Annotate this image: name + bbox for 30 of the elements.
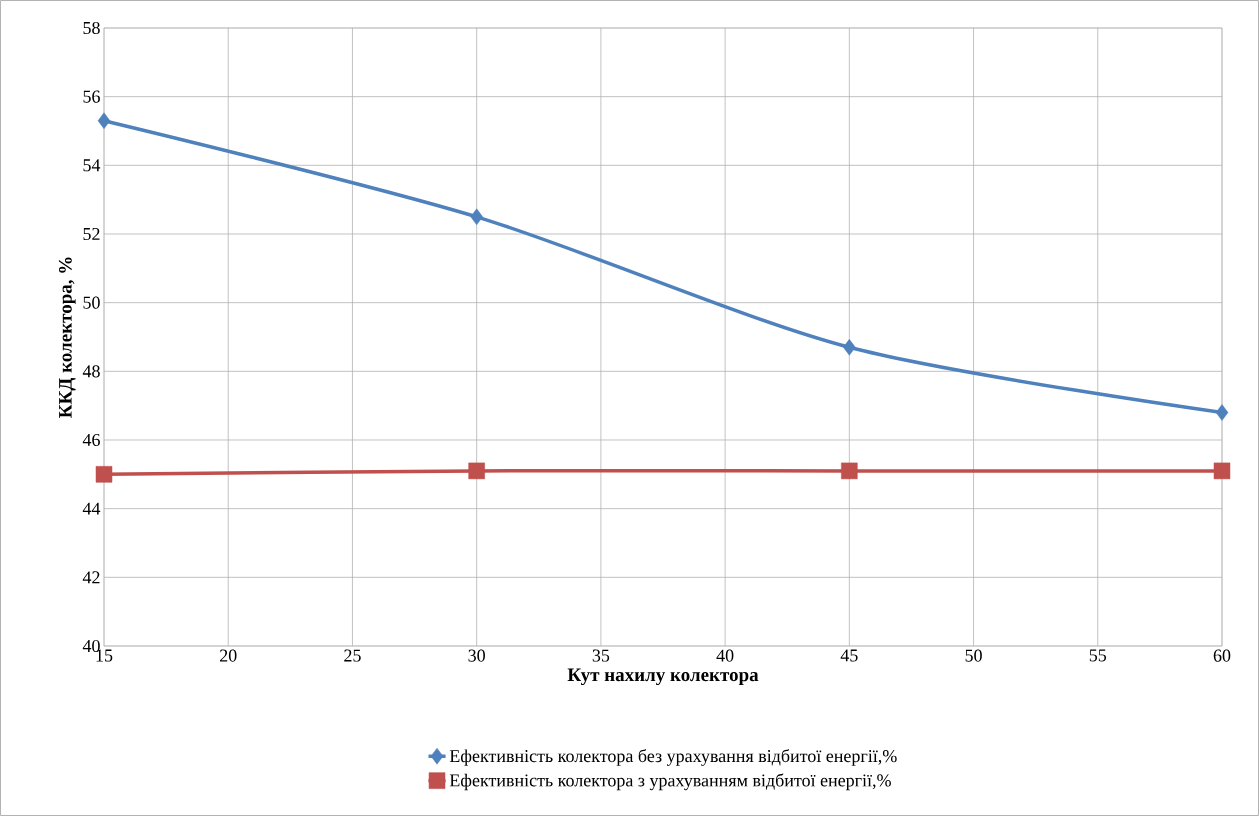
y-tick-label: 56 <box>83 90 100 103</box>
point <box>843 339 856 356</box>
x-tick-label: 35 <box>592 649 610 662</box>
point <box>1215 404 1229 421</box>
x-tick-label: 40 <box>716 649 734 662</box>
point <box>1213 462 1231 480</box>
y-tick-label: 44 <box>82 502 101 515</box>
y-tick-label: 50 <box>83 296 100 309</box>
x-axis-title: Кут нахилу колектора <box>567 668 759 686</box>
y-axis-title: ККД колектора, % <box>58 257 76 418</box>
y-tick-label: 52 <box>83 227 100 241</box>
legend-label: Ефективність колектора з урахуванням відбитої енергії,% <box>449 773 891 791</box>
y-tick-label: 46 <box>82 433 100 447</box>
point <box>468 462 485 480</box>
x-tick-label: 25 <box>344 649 361 662</box>
x-tick-label: 45 <box>840 649 858 662</box>
point <box>470 208 483 226</box>
y-tick-label: 48 <box>82 365 100 378</box>
point <box>97 112 111 129</box>
point <box>841 462 858 480</box>
x-tick-label: 55 <box>1089 649 1107 662</box>
x-tick-label: 50 <box>965 649 982 662</box>
x-tick-label: 60 <box>1213 649 1231 662</box>
y-tick-label: 54 <box>83 159 101 172</box>
point <box>95 466 113 483</box>
y-tick-label: 58 <box>83 21 100 35</box>
y-tick-label: 42 <box>82 571 100 584</box>
x-tick-label: 30 <box>468 649 485 662</box>
legend-label: Ефективність колектора без урахування відбитої енергії,% <box>449 749 897 766</box>
x-tick-label: 20 <box>220 649 237 662</box>
